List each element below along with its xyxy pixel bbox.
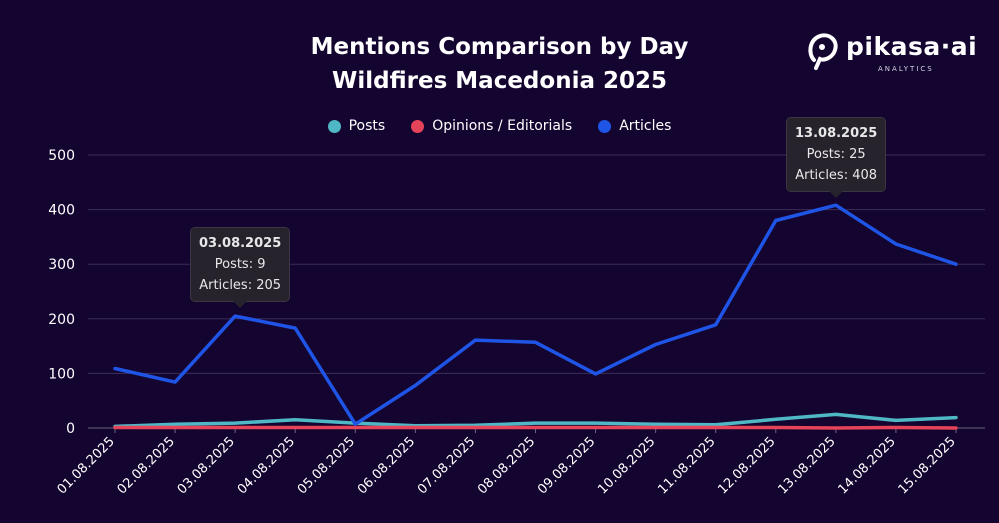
y-tick-label: 100 [48, 366, 75, 382]
legend-item-opinions[interactable]: Opinions / Editorials [411, 118, 572, 134]
tooltip-13-08: 13.08.2025 Posts: 25 Articles: 408 [786, 117, 887, 198]
chart-title: Mentions Comparison by Day Wildfires Mac… [0, 30, 999, 98]
y-tick-label: 300 [48, 257, 75, 273]
legend-dot-posts [327, 119, 341, 133]
legend-item-articles[interactable]: Articles [598, 118, 671, 134]
legend-label-posts: Posts [348, 118, 386, 134]
series-line-opinions [113, 425, 958, 430]
x-tick-label: 15.08.2025 [896, 434, 959, 497]
x-tick-label: 07.08.2025 [415, 434, 478, 497]
legend-item-posts[interactable]: Posts [327, 118, 386, 134]
pikasa-logo: pikasa·ai ANALYTICS [806, 30, 986, 78]
chart-title-line-1: Mentions Comparison by Day [310, 34, 689, 60]
legend: Posts Opinions / Editorials Articles [0, 118, 999, 134]
tooltip-line: Articles: 408 [795, 168, 878, 183]
x-tick-label: 01.08.2025 [55, 434, 118, 497]
tooltip-line: Articles: 205 [199, 278, 282, 293]
x-tick-label: 04.08.2025 [235, 434, 298, 497]
tooltip-line: Posts: 25 [806, 147, 866, 162]
x-tick-label: 03.08.2025 [175, 434, 238, 497]
y-tick-label: 200 [48, 312, 75, 328]
x-tick-label: 10.08.2025 [595, 434, 658, 497]
x-tick-label: 11.08.2025 [655, 434, 718, 497]
logo-subtitle: ANALYTICS [878, 65, 934, 73]
y-tick-label: 0 [66, 421, 75, 437]
y-tick-label: 500 [48, 148, 75, 164]
x-tick-label: 02.08.2025 [115, 434, 178, 497]
legend-dot-articles [598, 119, 612, 133]
x-tick-label: 14.08.2025 [836, 434, 899, 497]
series-line-posts [113, 412, 958, 429]
x-tick-label: 05.08.2025 [295, 434, 358, 497]
x-tick-label: 08.08.2025 [475, 434, 538, 497]
x-tick-label: 06.08.2025 [355, 434, 418, 497]
tooltip-line: Posts: 9 [214, 257, 266, 272]
legend-label-articles: Articles [619, 118, 672, 134]
x-tick-label: 12.08.2025 [715, 434, 778, 497]
legend-label-opinions: Opinions / Editorials [432, 118, 573, 134]
pikasa-logo-icon [808, 33, 838, 70]
logo-name: pikasa·ai [846, 32, 978, 61]
x-tick-label: 09.08.2025 [535, 434, 598, 497]
series-line-articles [113, 203, 958, 426]
tooltip-03-08: 03.08.2025 Posts: 9 Articles: 205 [190, 227, 291, 308]
y-tick-label: 400 [48, 203, 75, 219]
tooltip-date: 03.08.2025 [199, 236, 282, 251]
x-tick-label: 13.08.2025 [775, 434, 838, 497]
chart-title-line-2: Wildfires Macedonia 2025 [332, 68, 667, 94]
tooltip-date: 13.08.2025 [795, 126, 878, 141]
legend-dot-opinions [411, 119, 425, 133]
